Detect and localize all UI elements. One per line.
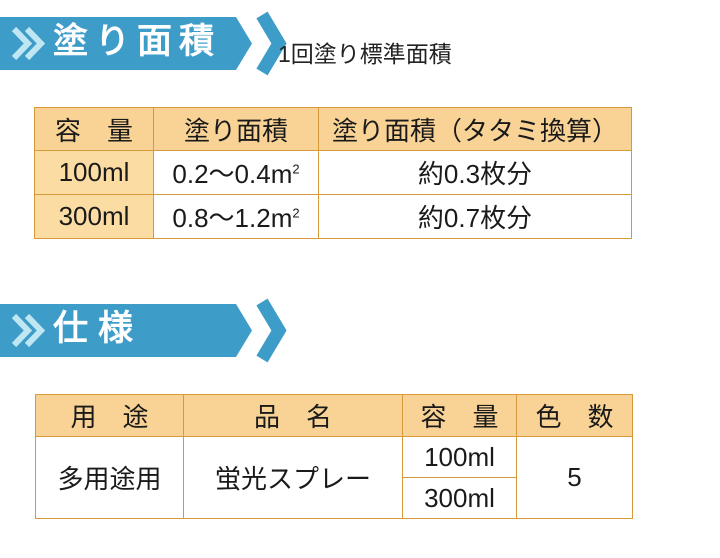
svg-text:仕様: 仕様 — [53, 309, 143, 348]
